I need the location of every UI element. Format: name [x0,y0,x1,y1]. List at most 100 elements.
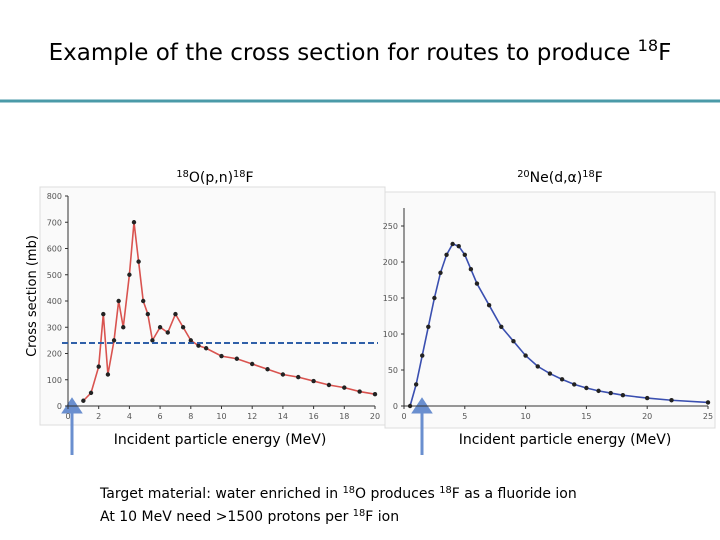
chart-subtitle: 20Ne(d,α)18F [517,169,603,187]
x-tick-label: 18 [339,412,349,421]
x-tick-label: 25 [703,412,713,421]
data-point [438,270,443,275]
y-tick-label: 100 [383,330,398,339]
data-point [620,393,626,398]
data-point [357,389,362,394]
x-tick-label: 2 [96,412,101,421]
data-point [280,372,286,377]
y-tick-label: 800 [47,192,62,201]
superscript: 18 [233,169,245,180]
text-part: O(p,n) [189,170,233,186]
data-point [547,371,553,376]
data-point [596,388,601,394]
y-tick-label: 50 [388,366,398,375]
superscript: 18 [439,485,451,496]
data-point [584,385,589,391]
y-tick-label: 700 [47,218,62,227]
x-tick-label: 10 [216,412,226,421]
data-point [145,311,151,317]
x-tick-label: 20 [642,412,652,421]
data-point [486,303,492,308]
data-point [88,390,94,396]
text-part: F [246,170,254,186]
data-point [150,338,155,343]
superscript: 20 [517,169,529,180]
y-tick-label: 300 [47,323,62,332]
x-axis-label: Incident particle energy (MeV) [459,432,672,448]
data-point [444,252,449,257]
superscript: 18 [638,36,658,55]
text-part: F as a fluoride ion [452,486,577,502]
x-tick-label: 12 [247,412,257,421]
data-point [131,220,137,225]
y-axis-label: Cross section (mb) [25,235,40,357]
data-point [111,338,117,343]
data-point [407,403,413,409]
text-part: F [595,170,603,186]
data-point [572,382,577,387]
x-tick-label: 14 [278,412,288,421]
data-point [141,298,146,304]
text-part: F [658,40,671,66]
data-point [173,311,178,317]
x-tick-label: 6 [158,412,163,421]
data-point [413,382,419,387]
x-tick-label: 20 [370,412,380,421]
data-point [311,378,316,384]
y-tick-label: 200 [47,350,62,359]
data-point [219,353,224,359]
data-point [188,338,193,343]
data-point [372,391,378,397]
data-point [105,372,111,377]
data-point [326,382,332,388]
y-tick-label: 600 [47,245,62,254]
data-point [468,267,474,272]
x-tick-label: 5 [462,412,467,421]
text-part: F ion [365,509,399,525]
data-point [523,353,528,358]
y-tick-label: 500 [47,271,62,280]
text-part: Ne(d,α) [530,170,583,186]
data-point [165,330,170,335]
y-tick-label: 250 [383,222,398,231]
data-point [265,367,270,372]
data-point [203,346,209,351]
data-point [196,343,201,348]
data-point [101,311,106,317]
x-axis-label: Incident particle energy (MeV) [114,432,327,448]
x-tick-label: 15 [581,412,591,421]
data-point [296,374,301,380]
superscript: 18 [353,508,365,519]
data-point [180,325,186,330]
data-point [511,339,516,344]
data-point [450,241,455,247]
slide-title: Example of the cross section for routes … [49,36,672,67]
data-point [456,243,461,249]
data-point [342,385,347,390]
superscript: 18 [176,169,188,180]
data-point [136,259,141,264]
x-tick-label: 0 [65,412,70,421]
x-tick-label: 4 [127,412,132,421]
data-point [420,353,425,358]
y-tick-label: 0 [57,402,62,411]
y-tick-label: 100 [47,376,62,385]
y-tick-label: 200 [383,258,398,267]
text-part: Target material: water enriched in [99,486,343,502]
data-point [499,324,504,329]
series-line [82,222,376,402]
y-tick-label: 400 [47,297,62,306]
plot-frame [384,191,716,429]
data-point [432,295,437,301]
data-point [157,325,163,330]
text-part: Example of the cross section for routes … [49,40,638,66]
data-point [250,361,255,367]
x-tick-label: 10 [521,412,531,421]
superscript: 18 [582,169,594,180]
x-tick-label: 8 [188,412,193,421]
y-tick-label: 0 [393,402,398,411]
note: At 10 MeV need >1500 protons per 18F ion [100,508,399,526]
chart-subtitle: 18O(p,n)18F [176,169,253,187]
data-point [535,364,540,369]
text-part: At 10 MeV need >1500 protons per [100,509,353,525]
